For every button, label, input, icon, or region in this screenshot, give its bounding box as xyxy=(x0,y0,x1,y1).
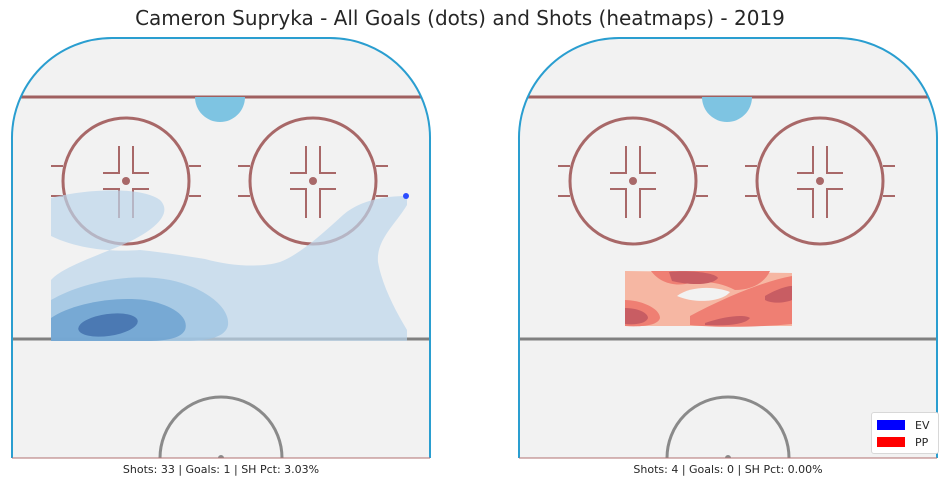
heatmap-pp-level-2 xyxy=(625,271,792,327)
heatmap-ev xyxy=(51,190,407,341)
heatmap-pp xyxy=(625,271,792,327)
heatmap-ev-level-4 xyxy=(78,313,138,337)
legend-entry-pp: PP xyxy=(877,435,928,449)
caption-ev: Shots: 33 | Goals: 1 | SH Pct: 3.03% xyxy=(122,463,320,476)
heatmap-pp-level-3 xyxy=(625,271,792,326)
legend-swatch-pp xyxy=(877,437,905,447)
legend: EV PP xyxy=(871,412,939,454)
chart-title: Cameron Supryka - All Goals (dots) and S… xyxy=(135,6,785,30)
caption-pp: Shots: 4 | Goals: 0 | SH Pct: 0.00% xyxy=(633,463,823,476)
goal-point-ev xyxy=(403,193,409,199)
legend-label-pp: PP xyxy=(915,435,929,449)
legend-swatch-ev xyxy=(877,420,905,430)
rink-pp xyxy=(517,37,939,459)
heatmap-pp-level-hole xyxy=(677,287,730,301)
legend-label-ev: EV xyxy=(915,418,930,432)
rink-ev xyxy=(10,37,432,459)
legend-entry-ev: EV xyxy=(877,418,929,432)
